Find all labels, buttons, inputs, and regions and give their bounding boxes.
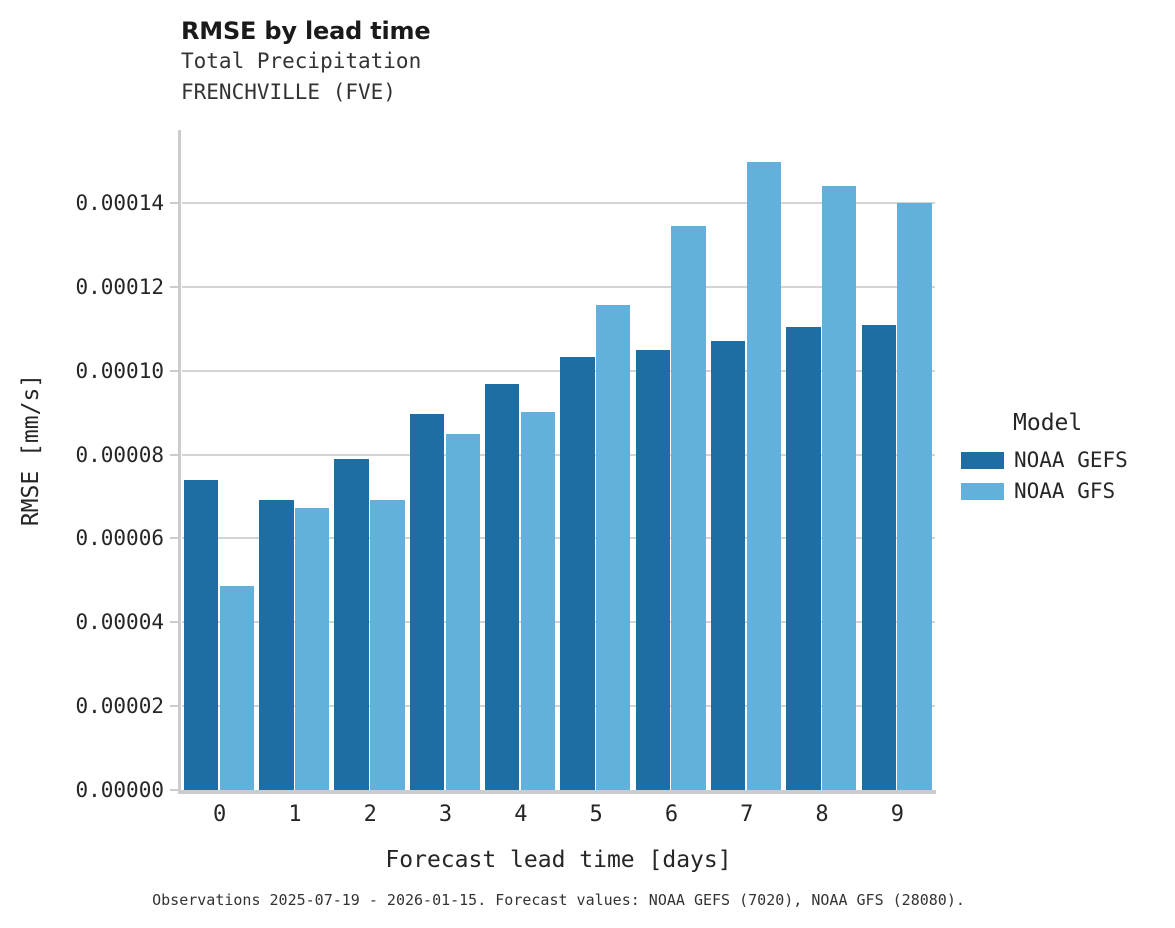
legend-entries: NOAA GEFS NOAA GFS xyxy=(961,445,1175,507)
bar xyxy=(370,499,405,790)
x-axis-tick-label: 2 xyxy=(363,802,377,827)
gridline xyxy=(182,621,935,624)
y-axis-tick xyxy=(170,621,179,624)
y-axis-tick-label: 0.00010 xyxy=(75,358,164,383)
gridline xyxy=(182,369,935,372)
bar xyxy=(861,325,896,790)
bar xyxy=(635,349,670,790)
bar xyxy=(746,161,782,790)
footer-note: Observations 2025-07-19 - 2026-01-15. Fo… xyxy=(152,891,965,909)
bar xyxy=(822,186,857,790)
x-axis-tick-label: 3 xyxy=(438,802,453,827)
y-axis-title: RMSE [mm/s] xyxy=(18,373,44,527)
bar xyxy=(596,304,631,790)
y-axis-tick xyxy=(170,789,179,791)
legend-title: Model xyxy=(1013,410,1083,436)
y-axis-tick xyxy=(170,285,179,288)
y-axis-tick-label: 0.00000 xyxy=(75,778,164,802)
y-axis-tick-labels: 0.00000 0.00002 0.00004 0.00006 0.00008 0.000… xyxy=(0,136,164,801)
x-axis-line xyxy=(178,790,936,794)
legend-item-label: NOAA GFS xyxy=(1014,479,1116,503)
bar xyxy=(560,357,595,790)
y-axis-tick xyxy=(170,705,179,708)
x-axis-tick-label: 6 xyxy=(664,802,679,827)
legend-swatch-icon xyxy=(961,483,1004,500)
bar xyxy=(294,508,330,790)
y-axis-tick xyxy=(170,537,179,540)
bar xyxy=(671,226,706,790)
y-axis-tick xyxy=(170,453,179,456)
bar xyxy=(520,411,556,790)
bar xyxy=(485,384,520,790)
bar xyxy=(897,203,932,790)
bar xyxy=(409,413,445,790)
gridline xyxy=(182,705,935,708)
y-axis-tick xyxy=(170,369,179,372)
y-axis-tick-label: 0.00012 xyxy=(75,274,164,299)
chart-subtitle-variable: Total Precipitation xyxy=(181,49,422,73)
legend-swatch-icon xyxy=(961,452,1004,469)
bar xyxy=(183,479,219,790)
y-axis-line xyxy=(178,130,181,792)
gridline xyxy=(182,285,935,288)
x-axis-tick-label: 7 xyxy=(740,802,754,827)
bar xyxy=(334,458,369,790)
gridline xyxy=(182,202,935,205)
title-block: RMSE by lead time Total Precipitation FR… xyxy=(181,16,881,108)
x-axis-tick-label: 1 xyxy=(288,802,302,827)
bar xyxy=(219,585,254,790)
legend-item-noaa-gefs[interactable]: NOAA GEFS xyxy=(961,445,1175,476)
bar xyxy=(259,499,294,790)
y-axis-tick-label: 0.00004 xyxy=(75,610,164,635)
gridline xyxy=(182,537,935,540)
x-axis-title: Forecast lead time [days] xyxy=(385,847,732,873)
page-title: RMSE by lead time xyxy=(181,17,431,45)
y-axis-tick-label: 0.00014 xyxy=(75,191,164,216)
bar xyxy=(786,326,821,790)
y-axis-tick xyxy=(170,202,179,205)
gridline xyxy=(182,453,935,456)
x-axis-tick-label: 0 xyxy=(213,802,227,827)
legend-item-noaa-gfs[interactable]: NOAA GFS xyxy=(961,476,1175,507)
plot-area xyxy=(170,130,936,794)
bar xyxy=(445,433,480,790)
y-axis-tick-label: 0.00002 xyxy=(75,694,164,719)
x-axis-tick-label: 8 xyxy=(815,802,829,827)
legend-item-label: NOAA GEFS xyxy=(1014,448,1128,472)
bar xyxy=(710,341,746,790)
x-axis-tick-labels: 0 1 2 3 4 5 6 7 8 9 xyxy=(182,801,935,835)
y-axis-tick-label: 0.00008 xyxy=(75,442,164,467)
y-axis-tick-label: 0.00006 xyxy=(75,526,164,551)
legend: Model NOAA GEFS NOAA GFS xyxy=(961,408,1175,507)
x-axis-tick-label: 4 xyxy=(514,802,528,827)
chart-subtitle-station: FRENCHVILLE (FVE) xyxy=(181,80,396,104)
x-axis-tick-label: 5 xyxy=(589,802,603,827)
x-axis-tick-label: 9 xyxy=(890,802,904,827)
